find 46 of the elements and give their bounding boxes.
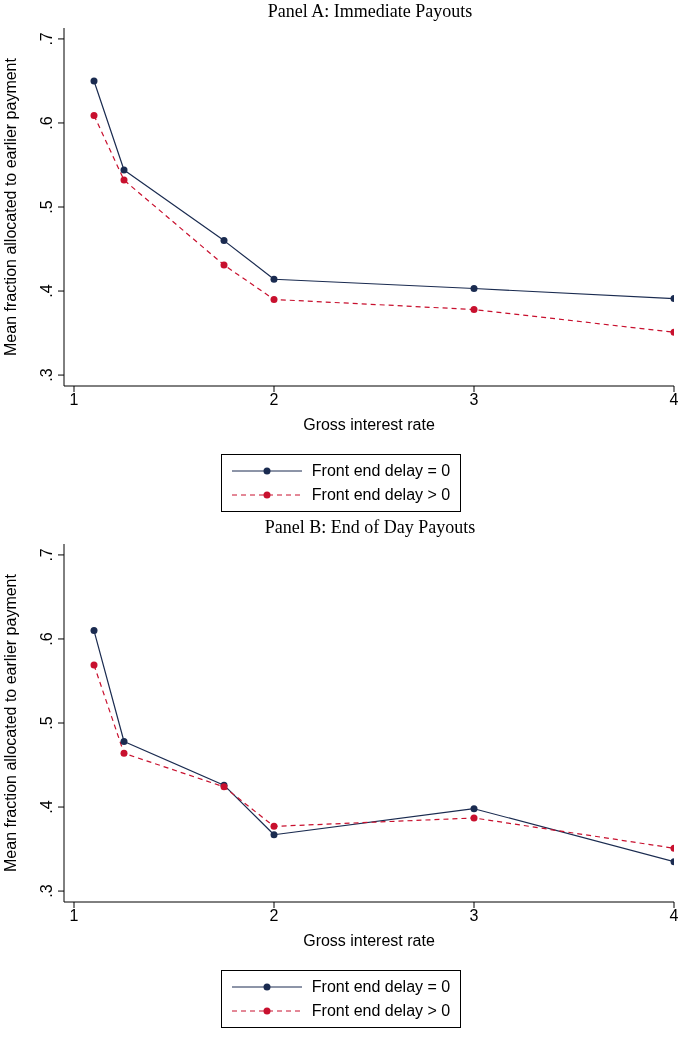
x-tick-label: 2: [269, 391, 279, 409]
y-tick-label: .7: [38, 32, 55, 46]
point: [90, 627, 98, 635]
y-tick-label: .5: [38, 716, 55, 730]
point: [470, 306, 478, 314]
point: [120, 749, 128, 757]
y-axis-title: Mean fraction allocated to earlier payment: [1, 57, 19, 356]
point: [90, 661, 98, 669]
y-axis-title: Mean fraction allocated to earlier payment: [1, 573, 19, 872]
y-tick-label: .3: [38, 884, 55, 898]
point: [270, 295, 278, 303]
point: [90, 111, 98, 119]
point: [90, 77, 98, 85]
legend-label: Front end delay > 0: [311, 486, 451, 504]
x-tick-label: 4: [669, 907, 679, 925]
legend-label: Front end delay = 0: [311, 462, 451, 480]
point: [120, 166, 128, 174]
x-tick-label: 1: [69, 391, 79, 409]
y-tick-label: .7: [38, 548, 55, 562]
chart-title: Panel A: Immediate Payouts: [266, 0, 474, 22]
x-tick-label: 4: [669, 391, 679, 409]
legend-label: Front end delay > 0: [311, 1002, 451, 1020]
chart-title: Panel B: End of Day Payouts: [263, 516, 477, 538]
y-tick-label: .6: [38, 116, 55, 130]
point: [270, 822, 278, 830]
y-tick-label: .4: [38, 284, 55, 298]
y-tick-label: .5: [38, 200, 55, 214]
point: [220, 237, 228, 245]
x-tick-label: 1: [69, 907, 79, 925]
point: [270, 831, 278, 839]
point: [120, 737, 128, 745]
point: [470, 805, 478, 813]
point: [470, 814, 478, 822]
x-tick-label: 3: [469, 907, 479, 925]
x-tick-label: 3: [469, 391, 479, 409]
legend-label: Front end delay = 0: [311, 978, 451, 996]
point: [270, 275, 278, 283]
x-tick-label: 2: [269, 907, 279, 925]
y-tick-label: .4: [38, 800, 55, 814]
point: [470, 285, 478, 293]
y-tick-label: .3: [38, 368, 55, 382]
x-axis-title: Gross interest rate: [303, 932, 435, 949]
y-tick-label: .6: [38, 632, 55, 646]
point: [120, 176, 128, 184]
x-axis-title: Gross interest rate: [303, 416, 435, 433]
point: [220, 261, 228, 269]
